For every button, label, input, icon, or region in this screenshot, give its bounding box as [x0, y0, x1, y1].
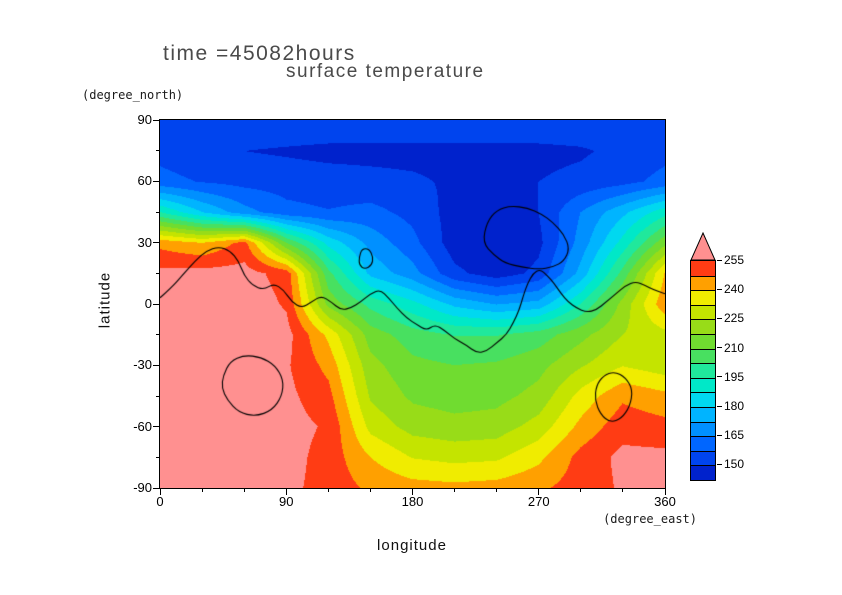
x-tick-label: 90 — [279, 494, 294, 509]
colorbar-tick-label: 180 — [724, 399, 745, 413]
x-tick-mark — [159, 489, 161, 495]
y-minor-tick-mark — [156, 272, 159, 274]
y-axis-unit: (degree_north) — [82, 88, 184, 102]
colorbar-tick-label: 240 — [724, 282, 745, 297]
x-tick-label: 360 — [654, 494, 676, 509]
colorbar-tick-mark — [717, 288, 722, 290]
colorbar-tick-mark — [717, 463, 722, 465]
colorbar-tick-label: 210 — [724, 340, 745, 355]
x-minor-tick-mark — [496, 489, 498, 492]
y-minor-tick-mark — [156, 456, 159, 458]
y-tick-label: 30 — [137, 234, 152, 250]
x-minor-tick-mark — [243, 489, 245, 492]
y-tick-mark — [153, 119, 159, 121]
y-minor-tick-mark — [156, 211, 159, 213]
colorbar — [690, 231, 716, 481]
y-tick-mark — [153, 426, 159, 428]
colorbar-cell — [691, 465, 715, 480]
y-tick-label: -90 — [133, 480, 152, 495]
y-tick-mark — [153, 364, 159, 366]
colorbar-tick-label: 195 — [724, 369, 745, 384]
time-title: time =45082hours — [163, 42, 356, 65]
y-axis-label: latitude — [96, 271, 114, 329]
y-tick-label: 90 — [137, 112, 152, 127]
colorbar-cell — [691, 261, 715, 276]
colorbar-tick-mark — [717, 376, 722, 378]
colorbar-tick-mark — [717, 434, 722, 436]
colorbar-cell — [691, 377, 715, 393]
colorbar-cell — [691, 406, 715, 422]
temperature-map-canvas — [159, 119, 666, 489]
colorbar-tick-mark — [717, 405, 722, 407]
y-tick-label: -60 — [133, 418, 152, 434]
y-tick-label: 60 — [137, 173, 152, 189]
y-minor-tick-mark — [156, 395, 159, 397]
x-axis-label: longitude — [377, 537, 447, 554]
y-tick-mark — [153, 242, 159, 244]
colorbar-tick-label: 225 — [724, 311, 745, 326]
x-minor-tick-mark — [369, 489, 371, 492]
x-minor-tick-mark — [454, 489, 456, 492]
colorbar-tick-label: 255 — [724, 253, 745, 267]
colorbar-tick-label: 150 — [724, 457, 745, 472]
colorbar-tick-mark — [717, 317, 722, 319]
x-axis-unit: (degree_east) — [603, 512, 697, 526]
y-minor-tick-mark — [156, 150, 159, 152]
x-minor-tick-mark — [327, 489, 329, 492]
x-tick-mark — [538, 489, 540, 495]
colorbar-cell — [691, 333, 715, 349]
y-tick-mark — [153, 487, 159, 489]
colorbar-cell — [691, 421, 715, 437]
colorbar-cell — [691, 392, 715, 407]
y-tick-mark — [153, 180, 159, 182]
y-tick-label: 0 — [144, 296, 152, 311]
colorbar-cell — [691, 436, 715, 451]
colorbar-cells — [690, 260, 716, 481]
x-tick-mark — [285, 489, 287, 495]
y-minor-tick-mark — [156, 334, 159, 336]
colorbar-tick-mark — [717, 259, 722, 261]
y-tick-label: -30 — [133, 357, 152, 373]
colorbar-cell — [691, 275, 715, 291]
y-tick-mark — [153, 303, 159, 305]
colorbar-cell — [691, 363, 715, 378]
x-minor-tick-mark — [201, 489, 203, 492]
x-minor-tick-mark — [622, 489, 624, 492]
x-tick-mark — [412, 489, 413, 495]
colorbar-cell — [691, 319, 715, 334]
x-tick-label: 180 — [401, 494, 424, 509]
colorbar-cell — [691, 450, 715, 466]
x-tick-label: 0 — [156, 494, 164, 509]
colorbar-cell — [691, 290, 715, 305]
colorbar-cell — [691, 348, 715, 364]
x-tick-label: 270 — [527, 494, 550, 509]
x-minor-tick-mark — [580, 489, 582, 492]
plot-title: surface temperature — [286, 61, 485, 82]
x-tick-mark — [664, 489, 666, 495]
colorbar-tick-label: 165 — [724, 428, 745, 443]
colorbar-tick-mark — [717, 347, 722, 349]
colorbar-cell — [691, 304, 715, 320]
